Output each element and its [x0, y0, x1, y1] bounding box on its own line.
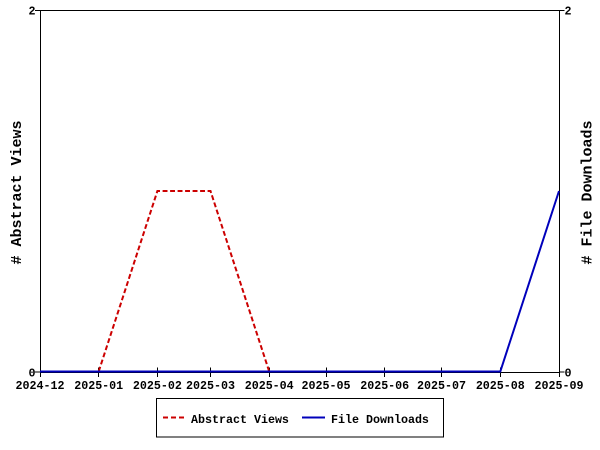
svg-text:2025-07: 2025-07 — [417, 379, 466, 393]
svg-text:0: 0 — [29, 366, 36, 380]
svg-text:2025-04: 2025-04 — [245, 379, 294, 393]
svg-text:2025-05: 2025-05 — [302, 379, 351, 393]
svg-text:# File Downloads: # File Downloads — [580, 120, 597, 264]
svg-text:2025-09: 2025-09 — [535, 379, 584, 393]
svg-text:2025-01: 2025-01 — [74, 379, 123, 393]
svg-text:File Downloads: File Downloads — [331, 413, 429, 427]
svg-text:0: 0 — [565, 366, 572, 380]
svg-text:2025-02: 2025-02 — [133, 379, 182, 393]
svg-text:# Abstract Views: # Abstract Views — [9, 120, 26, 264]
svg-text:2024-12: 2024-12 — [16, 379, 65, 393]
svg-text:2025-08: 2025-08 — [476, 379, 525, 393]
svg-text:2025-06: 2025-06 — [360, 379, 409, 393]
svg-text:2: 2 — [565, 4, 572, 18]
svg-text:Abstract Views: Abstract Views — [191, 413, 289, 427]
svg-text:2025-03: 2025-03 — [186, 379, 235, 393]
svg-text:2: 2 — [29, 4, 36, 18]
